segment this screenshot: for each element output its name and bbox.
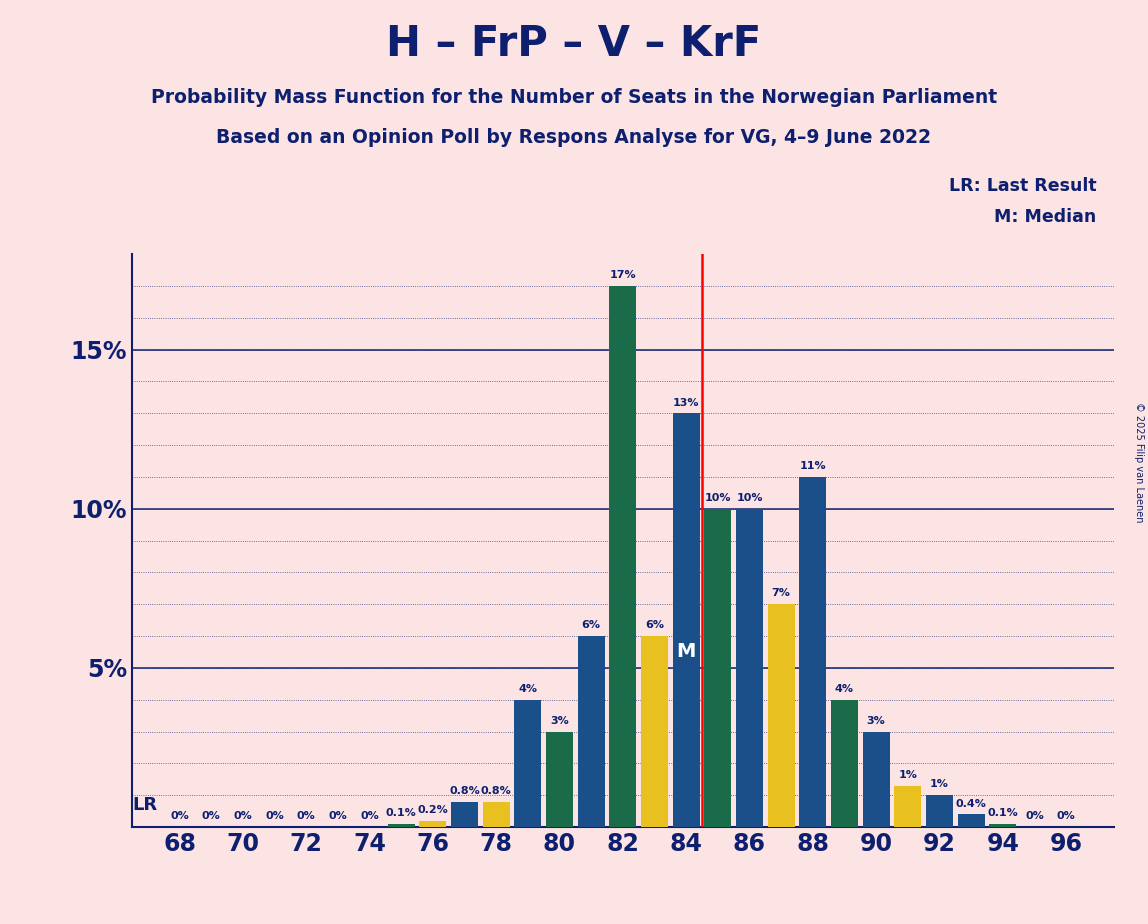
Text: 17%: 17% xyxy=(610,270,636,280)
Text: 0.8%: 0.8% xyxy=(481,785,512,796)
Text: 0.4%: 0.4% xyxy=(955,798,986,808)
Text: 0%: 0% xyxy=(1056,811,1076,821)
Bar xyxy=(736,509,763,827)
Bar xyxy=(673,413,699,827)
Bar xyxy=(957,814,985,827)
Bar xyxy=(546,732,573,827)
Text: 3%: 3% xyxy=(550,716,569,725)
Text: LR: Last Result: LR: Last Result xyxy=(948,177,1096,195)
Text: 3%: 3% xyxy=(867,716,885,725)
Text: 0%: 0% xyxy=(202,811,220,821)
Text: 1%: 1% xyxy=(930,780,949,789)
Bar xyxy=(482,801,510,827)
Bar xyxy=(831,699,858,827)
Text: 0.1%: 0.1% xyxy=(987,808,1018,818)
Bar xyxy=(577,636,605,827)
Bar xyxy=(990,824,1016,827)
Text: Based on an Opinion Poll by Respons Analyse for VG, 4–9 June 2022: Based on an Opinion Poll by Respons Anal… xyxy=(217,128,931,147)
Bar xyxy=(799,477,827,827)
Bar xyxy=(610,286,636,827)
Bar xyxy=(419,821,447,827)
Bar xyxy=(705,509,731,827)
Text: 7%: 7% xyxy=(771,589,791,599)
Text: 11%: 11% xyxy=(799,461,827,471)
Text: 0.2%: 0.2% xyxy=(418,805,448,815)
Text: M: Median: M: Median xyxy=(994,208,1096,225)
Bar xyxy=(926,796,953,827)
Text: 4%: 4% xyxy=(835,684,854,694)
Text: 0%: 0% xyxy=(297,811,316,821)
Text: 0%: 0% xyxy=(360,811,379,821)
Bar xyxy=(894,785,921,827)
Text: M: M xyxy=(676,642,696,662)
Text: 10%: 10% xyxy=(736,493,762,503)
Text: 0.8%: 0.8% xyxy=(449,785,480,796)
Text: Probability Mass Function for the Number of Seats in the Norwegian Parliament: Probability Mass Function for the Number… xyxy=(150,88,998,107)
Text: 0%: 0% xyxy=(265,811,284,821)
Text: 6%: 6% xyxy=(582,620,600,630)
Text: 1%: 1% xyxy=(899,770,917,780)
Text: 6%: 6% xyxy=(645,620,664,630)
Bar xyxy=(388,824,414,827)
Bar xyxy=(514,699,541,827)
Text: 0%: 0% xyxy=(233,811,253,821)
Text: LR: LR xyxy=(132,796,157,814)
Text: 0%: 0% xyxy=(1025,811,1044,821)
Bar xyxy=(641,636,668,827)
Text: © 2025 Filip van Laenen: © 2025 Filip van Laenen xyxy=(1134,402,1143,522)
Text: 4%: 4% xyxy=(518,684,537,694)
Text: 0%: 0% xyxy=(170,811,189,821)
Bar xyxy=(451,801,478,827)
Text: 0.1%: 0.1% xyxy=(386,808,417,818)
Bar xyxy=(768,604,794,827)
Text: 13%: 13% xyxy=(673,397,699,407)
Text: H – FrP – V – KrF: H – FrP – V – KrF xyxy=(387,23,761,65)
Bar xyxy=(862,732,890,827)
Text: 0%: 0% xyxy=(328,811,347,821)
Text: 10%: 10% xyxy=(705,493,731,503)
